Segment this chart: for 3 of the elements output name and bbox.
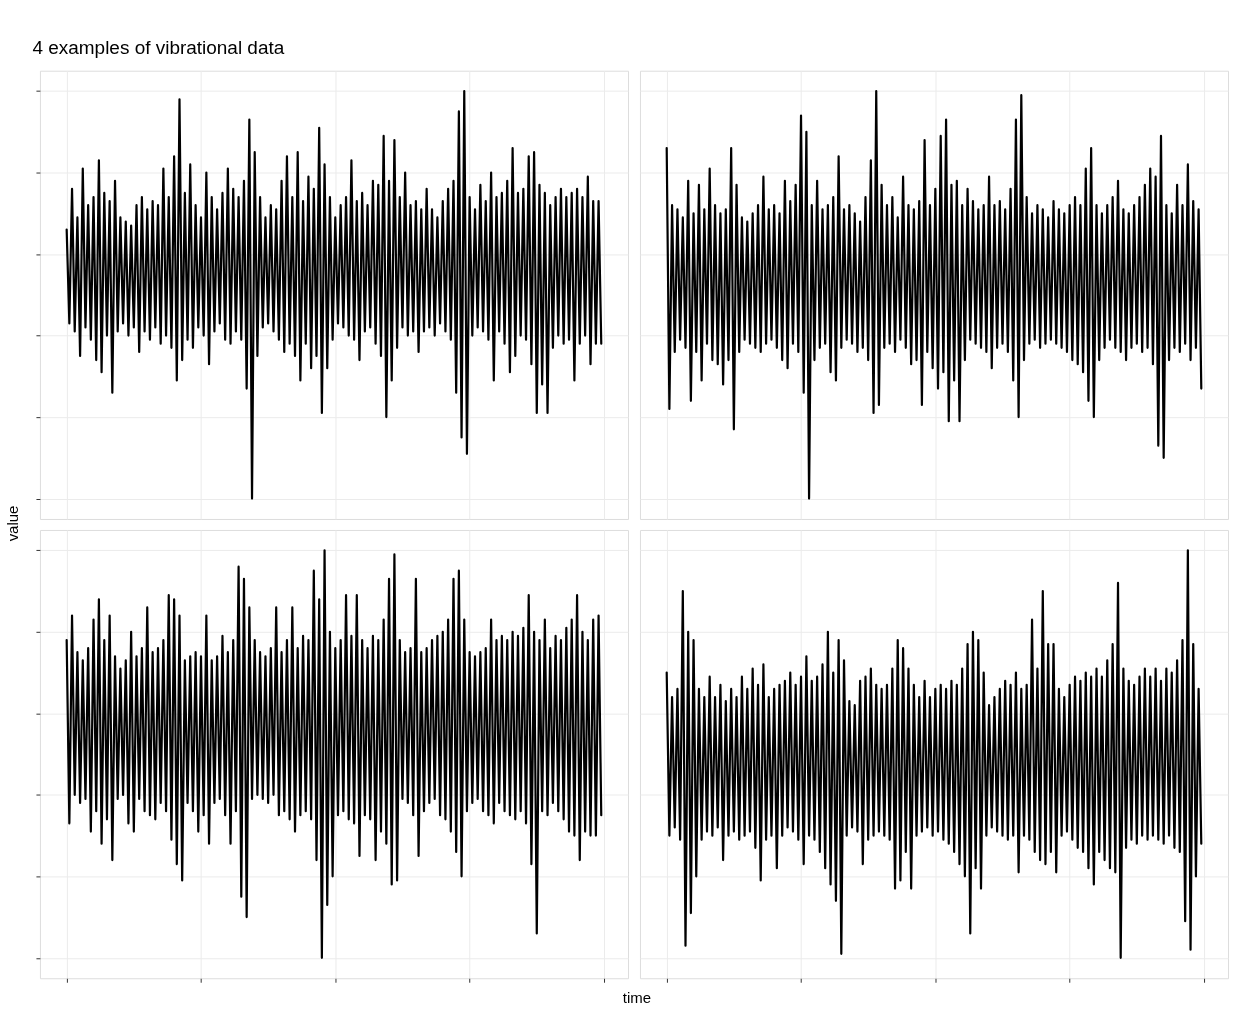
chart-title: 4 examples of vibrational data — [32, 37, 285, 59]
y-axis-title: value — [3, 505, 21, 542]
x-axis-title: time — [622, 989, 652, 1007]
